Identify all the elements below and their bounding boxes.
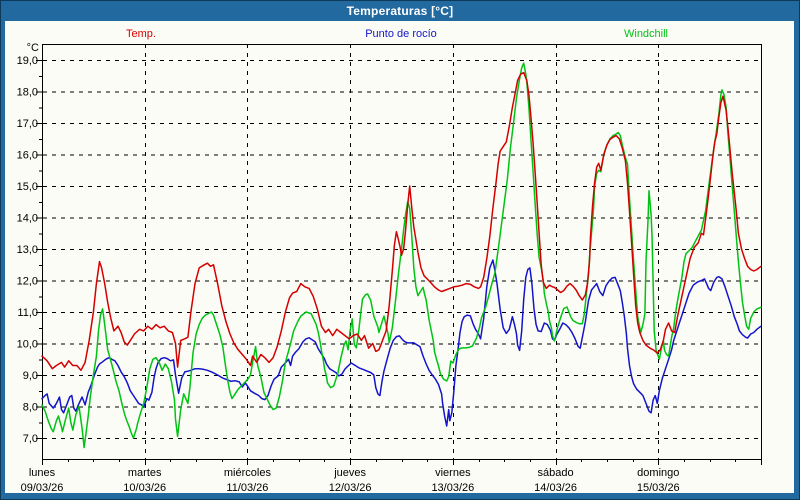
y-tick-label: 10,0 [17,339,38,351]
y-tick-label: 17,0 [17,118,38,130]
x-day-label: jueves [333,467,366,479]
series-dew [41,259,762,427]
y-axis-unit-label: °C [27,42,39,54]
window-title: Temperaturas [°C] [346,4,454,18]
y-tick-label: 13,0 [17,244,38,256]
window-titlebar: Temperaturas [°C] [1,1,799,21]
legend-item-dew-point: Punto de rocío [365,28,437,40]
y-tick-label: 15,0 [17,181,38,193]
x-day-label: viernes [435,467,471,479]
y-tick-label: 14,0 [17,213,38,225]
x-date-label: 09/03/26 [21,482,64,494]
x-day-label: domingo [637,467,679,479]
x-day-label: sábado [538,467,574,479]
x-date-label: 13/03/26 [431,482,474,494]
x-day-label: lunes [29,467,56,479]
y-tick-label: 8,0 [23,402,38,414]
y-tick-label: 9,0 [23,370,38,382]
y-tick-label: 11,0 [17,307,38,319]
legend-item-windchill: Windchill [623,28,669,40]
y-tick-label: 18,0 [17,87,38,99]
axis-ticks [36,60,762,465]
series-windchill [41,62,762,449]
x-date-label: 11/03/26 [226,482,268,494]
y-tick-label: 16,0 [17,150,38,162]
series-temp [41,71,762,372]
legend-item-temp: Temp. [126,28,156,40]
x-day-label: martes [128,467,162,479]
x-date-label: 12/03/26 [329,482,372,494]
y-tick-label: 19,0 [17,55,38,67]
plot-border [42,44,762,460]
chart-panel: Temp. Punto de rocío Windchill 7,0 8,0 9,0… [5,21,794,494]
x-date-label: 10/03/26 [123,482,166,494]
gridlines [43,44,761,459]
y-tick-label: 7,0 [23,433,38,445]
x-date-label: 15/03/26 [637,482,680,494]
y-tick-label: 12,0 [17,276,38,288]
x-day-label: miércoles [224,467,272,479]
x-date-label: 14/03/26 [534,482,577,494]
